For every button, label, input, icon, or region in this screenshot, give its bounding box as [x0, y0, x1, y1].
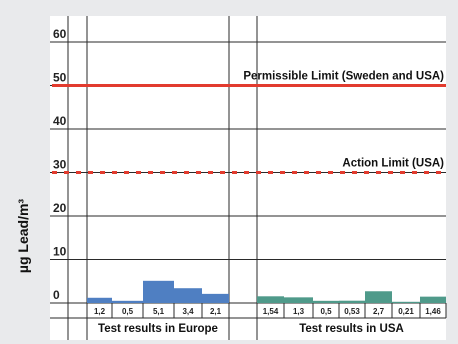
y-tick-20: 20: [53, 201, 67, 215]
limit-label-0: Permissible Limit (Sweden and USA): [243, 71, 444, 83]
bar-label-1-4: 2,7: [373, 307, 385, 316]
y-tick-10: 10: [53, 245, 67, 259]
bar-1-1: [284, 297, 313, 303]
bar-label-1-0: 1,54: [263, 307, 279, 316]
bar-label-0-4: 2,1: [210, 307, 222, 316]
y-axis-label: µg Lead/m³: [15, 199, 31, 274]
bars: [87, 280, 446, 303]
bar-0-2: [143, 280, 174, 303]
bar-label-1-5: 0,21: [398, 307, 414, 316]
bar-label-1-1: 1,3: [293, 307, 305, 316]
bar-1-0: [257, 296, 284, 303]
group-label-1: Test results in USA: [299, 323, 404, 335]
bar-0-3: [174, 288, 202, 303]
bar-1-4: [365, 291, 392, 303]
bar-0-0: [87, 297, 112, 303]
y-tick-40: 40: [53, 114, 67, 128]
y-tick-50: 50: [53, 71, 67, 85]
bar-1-6: [420, 296, 446, 303]
y-tick-0: 0: [53, 288, 60, 302]
bar-label-0-2: 5,1: [153, 307, 165, 316]
labels: 0 10 20 30 40 50 60 1,2 0,5 5,1 3,4 2,1 Test results…: [53, 27, 444, 335]
limit-lines: [52, 84, 446, 174]
bar-label-1-3: 0,53: [344, 307, 360, 316]
bar-label-0-3: 3,4: [182, 307, 194, 316]
plot-area: [50, 16, 446, 340]
group-label-0: Test results in Europe: [98, 323, 218, 335]
bar-1-3: [339, 300, 365, 303]
limit-label-1: Action Limit (USA): [342, 158, 444, 170]
bar-1-2: [313, 300, 339, 303]
y-tick-60: 60: [53, 27, 67, 41]
bar-label-0-0: 1,2: [94, 307, 106, 316]
bar-label-1-6: 1,46: [425, 307, 441, 316]
bar-0-4: [202, 293, 229, 303]
bar-label-1-2: 0,5: [320, 307, 332, 316]
y-tick-30: 30: [53, 158, 67, 172]
bar-label-0-1: 0,5: [122, 307, 134, 316]
bar-0-1: [112, 300, 143, 303]
bar-1-5: [392, 301, 420, 303]
